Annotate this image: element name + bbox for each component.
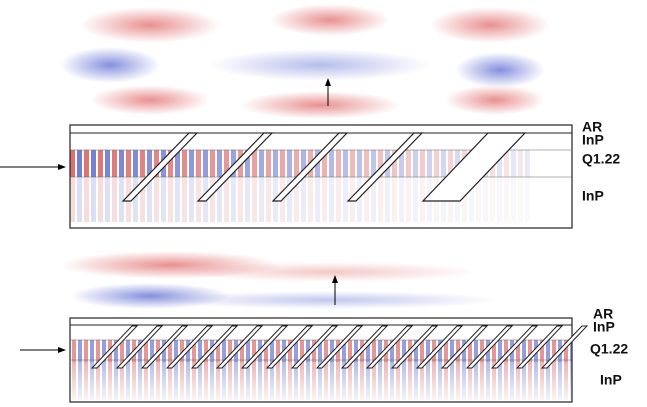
- layer-label: InP: [582, 188, 604, 204]
- grating-tooth: [315, 325, 364, 369]
- layer-label: InP: [593, 319, 615, 335]
- grating-tooth: [90, 325, 139, 369]
- arrow-head: [58, 164, 66, 170]
- layer-label: Q1.22: [582, 151, 620, 167]
- grating-tooth: [290, 325, 339, 369]
- grating-tooth: [415, 325, 464, 369]
- grating-tooth: [165, 325, 214, 369]
- layer-label: AR: [582, 119, 602, 135]
- bottom-gratings: [90, 325, 589, 369]
- grating-tooth: [265, 325, 314, 369]
- grating-tooth: [515, 325, 564, 369]
- grating-tooth: [346, 132, 424, 202]
- bottom-field: [60, 251, 572, 402]
- grating-tooth: [490, 325, 539, 369]
- layer-label: AR: [593, 306, 613, 322]
- grating-tooth: [390, 325, 439, 369]
- top-gratings: [121, 132, 527, 202]
- layer-label: InP: [600, 372, 622, 388]
- grating-tooth: [190, 325, 239, 369]
- grating-tooth: [440, 325, 489, 369]
- arrow-head: [332, 275, 338, 283]
- grating-tooth: [271, 132, 349, 202]
- grating-tooth: [121, 132, 199, 202]
- grating-tooth: [340, 325, 389, 369]
- layer-label: InP: [582, 132, 604, 148]
- grating-tooth: [365, 325, 414, 369]
- top-field: [60, 4, 550, 222]
- layer-label: Q1.22: [590, 341, 628, 357]
- grating-tooth: [196, 132, 274, 202]
- grating-tooth: [215, 325, 264, 369]
- grating-tooth: [140, 325, 189, 369]
- grating-tooth: [540, 325, 589, 369]
- grating-tooth: [465, 325, 514, 369]
- arrow-head: [325, 78, 331, 86]
- grating-tooth: [115, 325, 164, 369]
- arrow-head: [58, 347, 66, 353]
- grating-tooth: [240, 325, 289, 369]
